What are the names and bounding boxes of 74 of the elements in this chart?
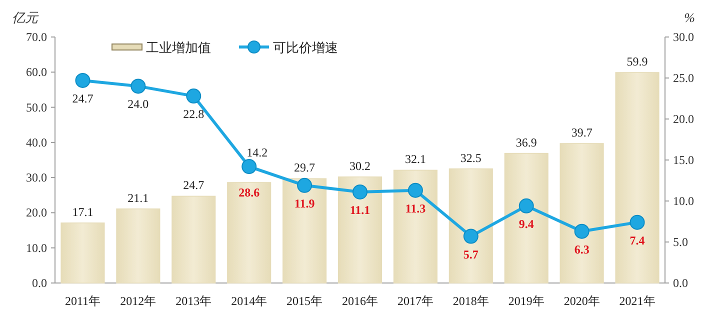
data-label: 7.4 xyxy=(630,233,645,248)
data-label: 39.7 xyxy=(571,125,592,140)
y2-tick-label: 15.0 xyxy=(673,153,694,167)
y-axis-title: 亿元 xyxy=(12,10,39,25)
x-tick-label: 2018年 xyxy=(452,294,489,308)
point xyxy=(75,72,90,88)
y-tick-label: 60.0 xyxy=(26,65,47,80)
data-label: 32.1 xyxy=(404,152,426,166)
data-label: 36.9 xyxy=(516,135,537,150)
x-tick-label: 2012年 xyxy=(120,294,156,308)
point xyxy=(574,224,590,239)
data-label: 24.7 xyxy=(183,178,204,192)
bar xyxy=(615,72,660,284)
data-label: 11.1 xyxy=(350,202,370,217)
point xyxy=(186,88,202,104)
y-tick-label: 0.0 xyxy=(32,276,47,290)
data-label: 6.3 xyxy=(574,242,590,256)
y2-axis-title: % xyxy=(684,10,696,25)
point xyxy=(130,78,146,94)
bar xyxy=(172,196,216,284)
data-label: 21.1 xyxy=(128,190,149,205)
point xyxy=(408,182,423,198)
x-tick-label: 2020年 xyxy=(564,294,600,308)
data-label: 11.3 xyxy=(405,201,426,216)
data-label: 9.4 xyxy=(518,216,534,231)
data-label: 14.2 xyxy=(246,146,268,160)
data-label: 5.7 xyxy=(463,247,478,262)
y2-tick-label: 10.0 xyxy=(673,194,694,208)
bar xyxy=(448,168,493,284)
y2-tick-label: 20.0 xyxy=(673,112,694,126)
x-tick-label: 2019年 xyxy=(508,294,544,308)
data-label: 29.7 xyxy=(294,160,316,175)
bar xyxy=(504,152,548,284)
bar xyxy=(560,143,604,284)
x-tick-label: 2011年 xyxy=(64,294,101,308)
y-tick-label: 10.0 xyxy=(26,240,47,255)
bar xyxy=(227,182,272,284)
y-tick-label: 20.0 xyxy=(26,206,47,220)
bar xyxy=(338,176,382,284)
data-label: 11.9 xyxy=(294,196,315,210)
bar xyxy=(60,222,105,284)
point xyxy=(297,178,312,193)
y2-tick-label: 25.0 xyxy=(673,71,694,85)
bar xyxy=(393,170,438,284)
data-label: 24.0 xyxy=(128,97,149,112)
x-tick-label: 2015年 xyxy=(286,294,323,308)
data-label: 32.5 xyxy=(460,150,482,165)
data-label: 28.6 xyxy=(238,185,260,200)
bar xyxy=(116,208,160,284)
point xyxy=(242,159,257,174)
x-tick-label: 2013年 xyxy=(176,294,212,308)
point xyxy=(630,214,645,230)
y-tick-label: 40.0 xyxy=(26,135,47,150)
point xyxy=(352,184,368,200)
x-tick-label: 2014年 xyxy=(231,294,268,308)
x-tick-label: 2016年 xyxy=(342,294,378,308)
y-tick-label: 30.0 xyxy=(26,170,47,185)
point xyxy=(518,198,534,214)
legend-label: 工业增加值 xyxy=(146,41,211,56)
data-label: 30.2 xyxy=(350,158,370,173)
point xyxy=(463,228,478,244)
data-label: 22.8 xyxy=(183,107,204,122)
x-tick-label: 2021年 xyxy=(619,294,656,308)
bar xyxy=(282,178,327,284)
data-label: 59.9 xyxy=(626,54,648,68)
y2-tick-label: 5.0 xyxy=(673,235,688,249)
y2-tick-label: 30.0 xyxy=(673,30,694,44)
y-tick-label: 50.0 xyxy=(26,100,47,114)
x-tick-label: 2017年 xyxy=(397,294,434,308)
legend-label: 可比价增速 xyxy=(273,41,338,56)
y2-tick-label: 0.0 xyxy=(673,276,688,290)
y-tick-label: 70.0 xyxy=(26,30,47,44)
data-label: 24.7 xyxy=(72,91,94,106)
data-label: 17.1 xyxy=(72,204,94,219)
